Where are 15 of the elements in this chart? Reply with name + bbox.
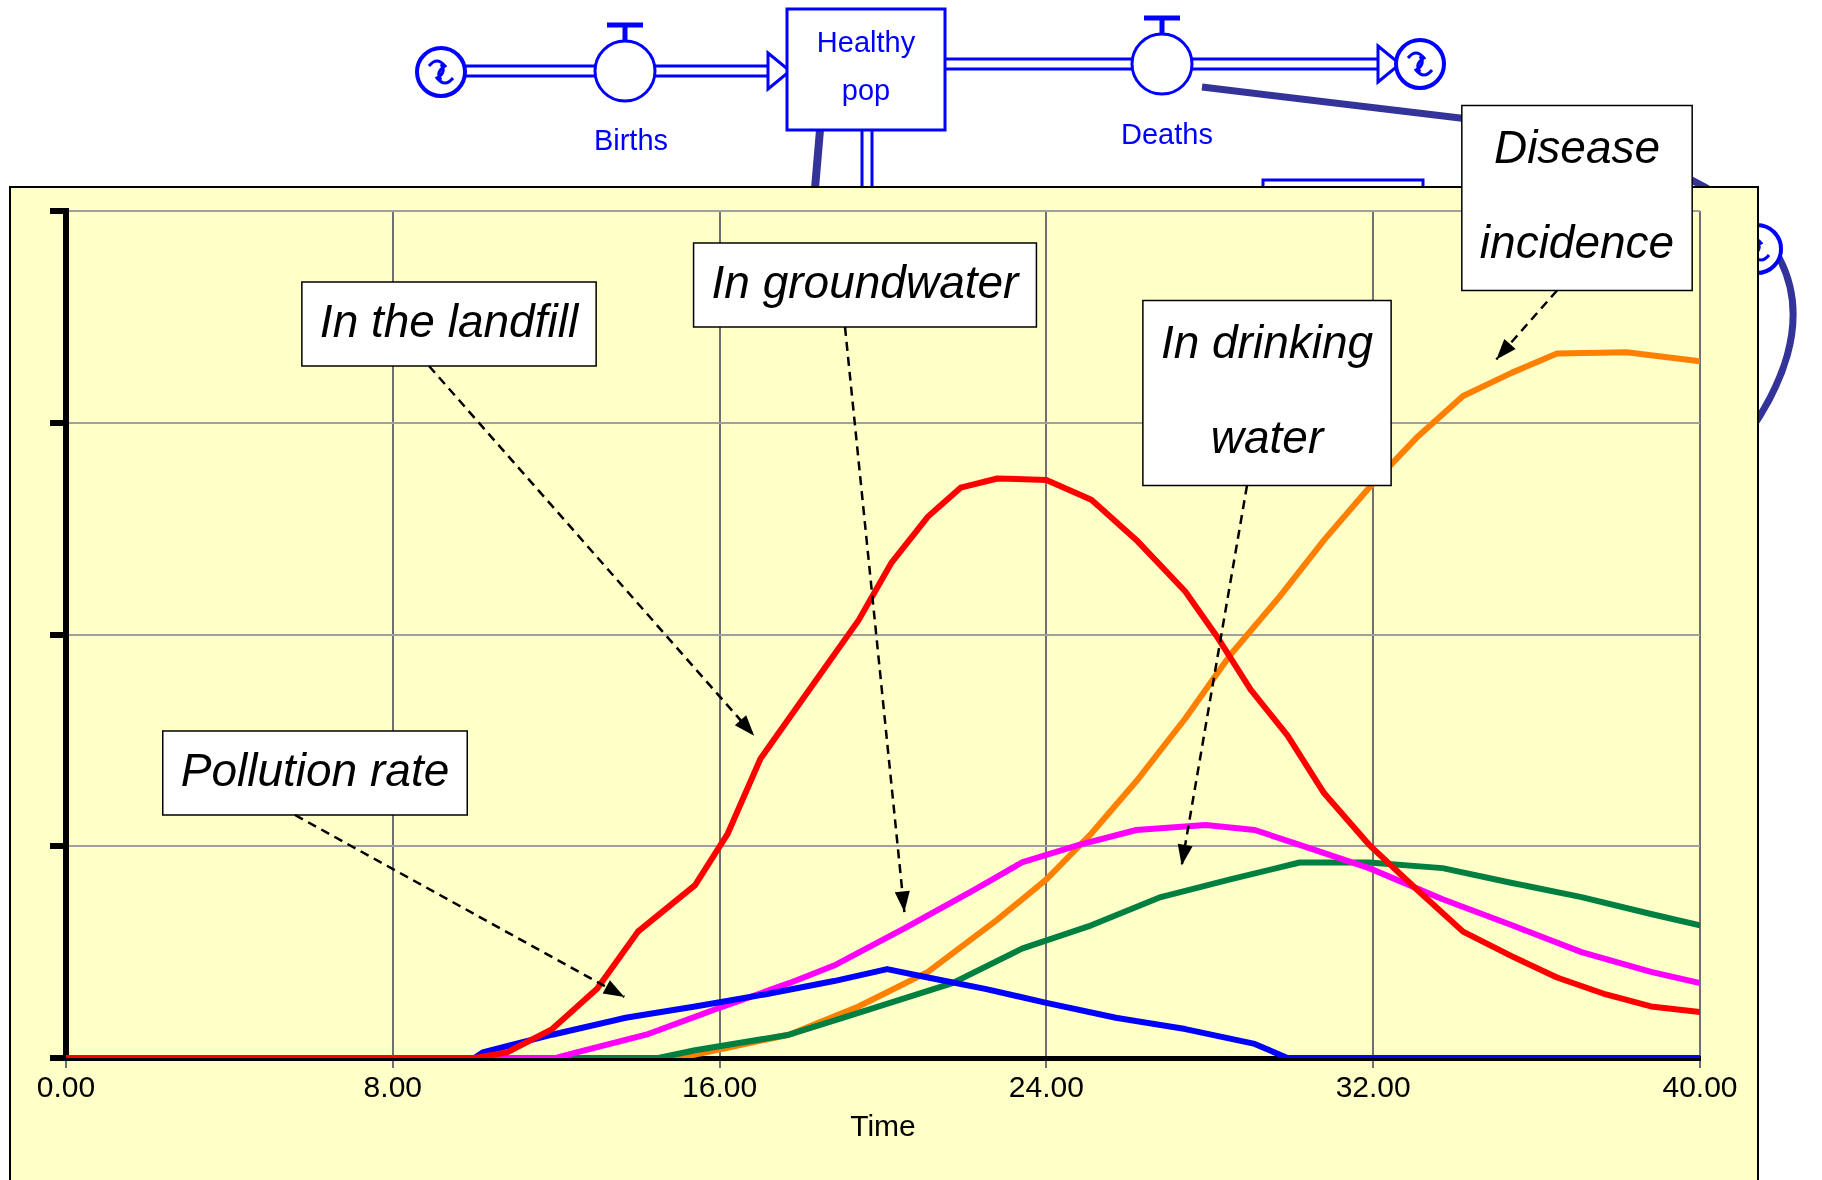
x-tick-label: 32.00	[1335, 1070, 1411, 1104]
text: In groundwater	[711, 255, 1021, 308]
text: Disease incidence	[1479, 121, 1675, 269]
x-axis-title: Time	[850, 1109, 916, 1143]
text: Births	[593, 124, 669, 156]
x-tick-label: 24.00	[1008, 1070, 1084, 1104]
x-tick-label: 8.00	[363, 1070, 422, 1104]
text: In the landfill	[319, 294, 580, 347]
x-tick-label: 40.00	[1662, 1070, 1738, 1104]
text: Healthy pop	[816, 26, 916, 106]
x-tick-label: 0.00	[36, 1070, 96, 1104]
text: Deaths	[1121, 118, 1213, 150]
x-tick-label: 16.00	[682, 1070, 758, 1104]
annotation: In drinking water	[1160, 316, 1374, 464]
annotation: Pollution rate	[180, 743, 450, 796]
